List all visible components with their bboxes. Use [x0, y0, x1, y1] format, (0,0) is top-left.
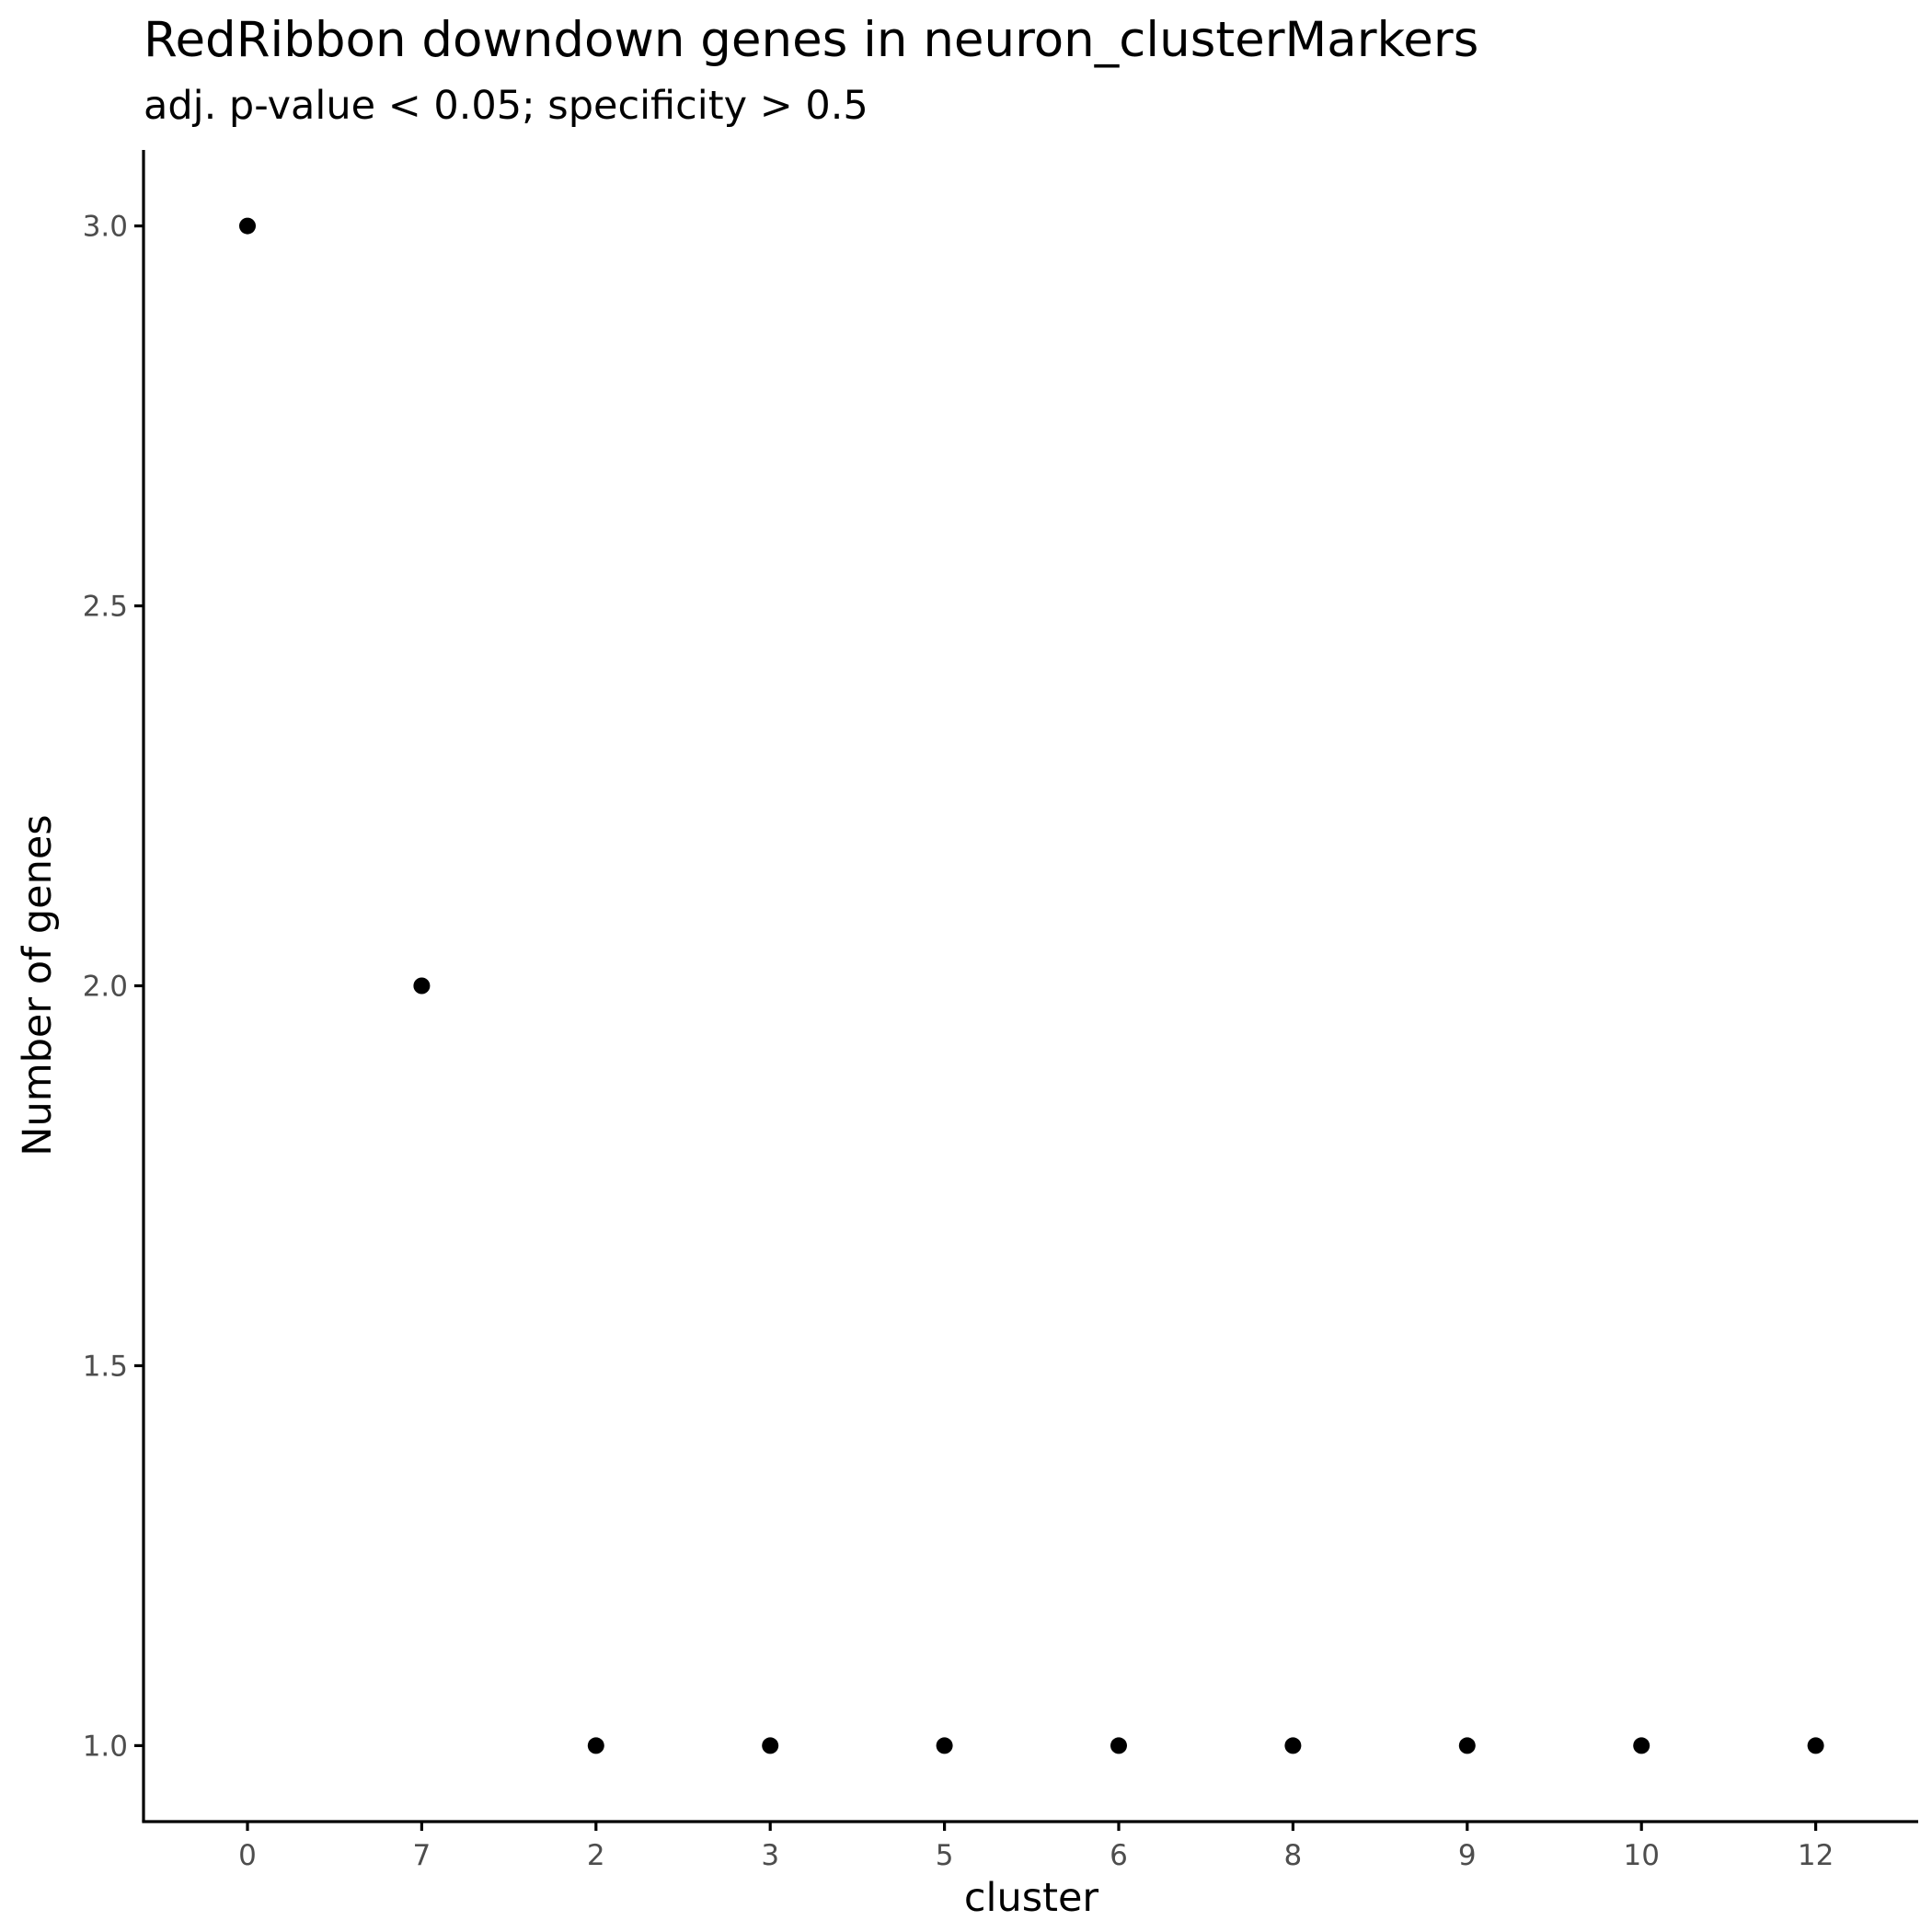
x-tick-label: 10: [1623, 1839, 1659, 1872]
data-point: [413, 977, 431, 995]
data-point: [762, 1737, 779, 1754]
x-tick-label: 3: [761, 1839, 779, 1872]
x-axis-ticks: 0 7 2 3 5 6 8 9 10 12: [238, 1822, 1834, 1872]
x-tick-label: 0: [238, 1839, 257, 1872]
data-point: [1807, 1737, 1824, 1754]
y-tick-label: 1.5: [83, 1350, 128, 1383]
x-tick-label: 2: [587, 1839, 605, 1872]
data-point: [1110, 1737, 1127, 1754]
data-point: [936, 1737, 953, 1754]
x-tick-label: 12: [1798, 1839, 1834, 1872]
y-tick-label: 1.0: [83, 1730, 128, 1763]
chart-subtitle: adj. p-value < 0.05; specificity > 0.5: [144, 83, 868, 129]
x-axis-title: cluster: [964, 1875, 1099, 1921]
data-point: [1284, 1737, 1302, 1754]
x-tick-label: 9: [1458, 1839, 1477, 1872]
data-point: [587, 1737, 604, 1754]
data-points: [239, 217, 1824, 1754]
y-axis-title: Number of genes: [15, 814, 61, 1156]
x-tick-label: 6: [1110, 1839, 1128, 1872]
chart-title: RedRibbon downdown genes in neuron_clust…: [144, 12, 1478, 68]
x-tick-label: 7: [413, 1839, 431, 1872]
data-point: [1633, 1737, 1650, 1754]
x-tick-label: 5: [936, 1839, 954, 1872]
data-point: [1458, 1737, 1476, 1754]
y-tick-label: 2.5: [83, 591, 128, 624]
y-axis-ticks: 1.0 1.5 2.0 2.5 3.0: [83, 211, 144, 1763]
x-tick-label: 8: [1284, 1839, 1303, 1872]
y-tick-label: 2.0: [83, 971, 128, 1004]
data-point: [239, 217, 256, 235]
y-tick-label: 3.0: [83, 211, 128, 244]
